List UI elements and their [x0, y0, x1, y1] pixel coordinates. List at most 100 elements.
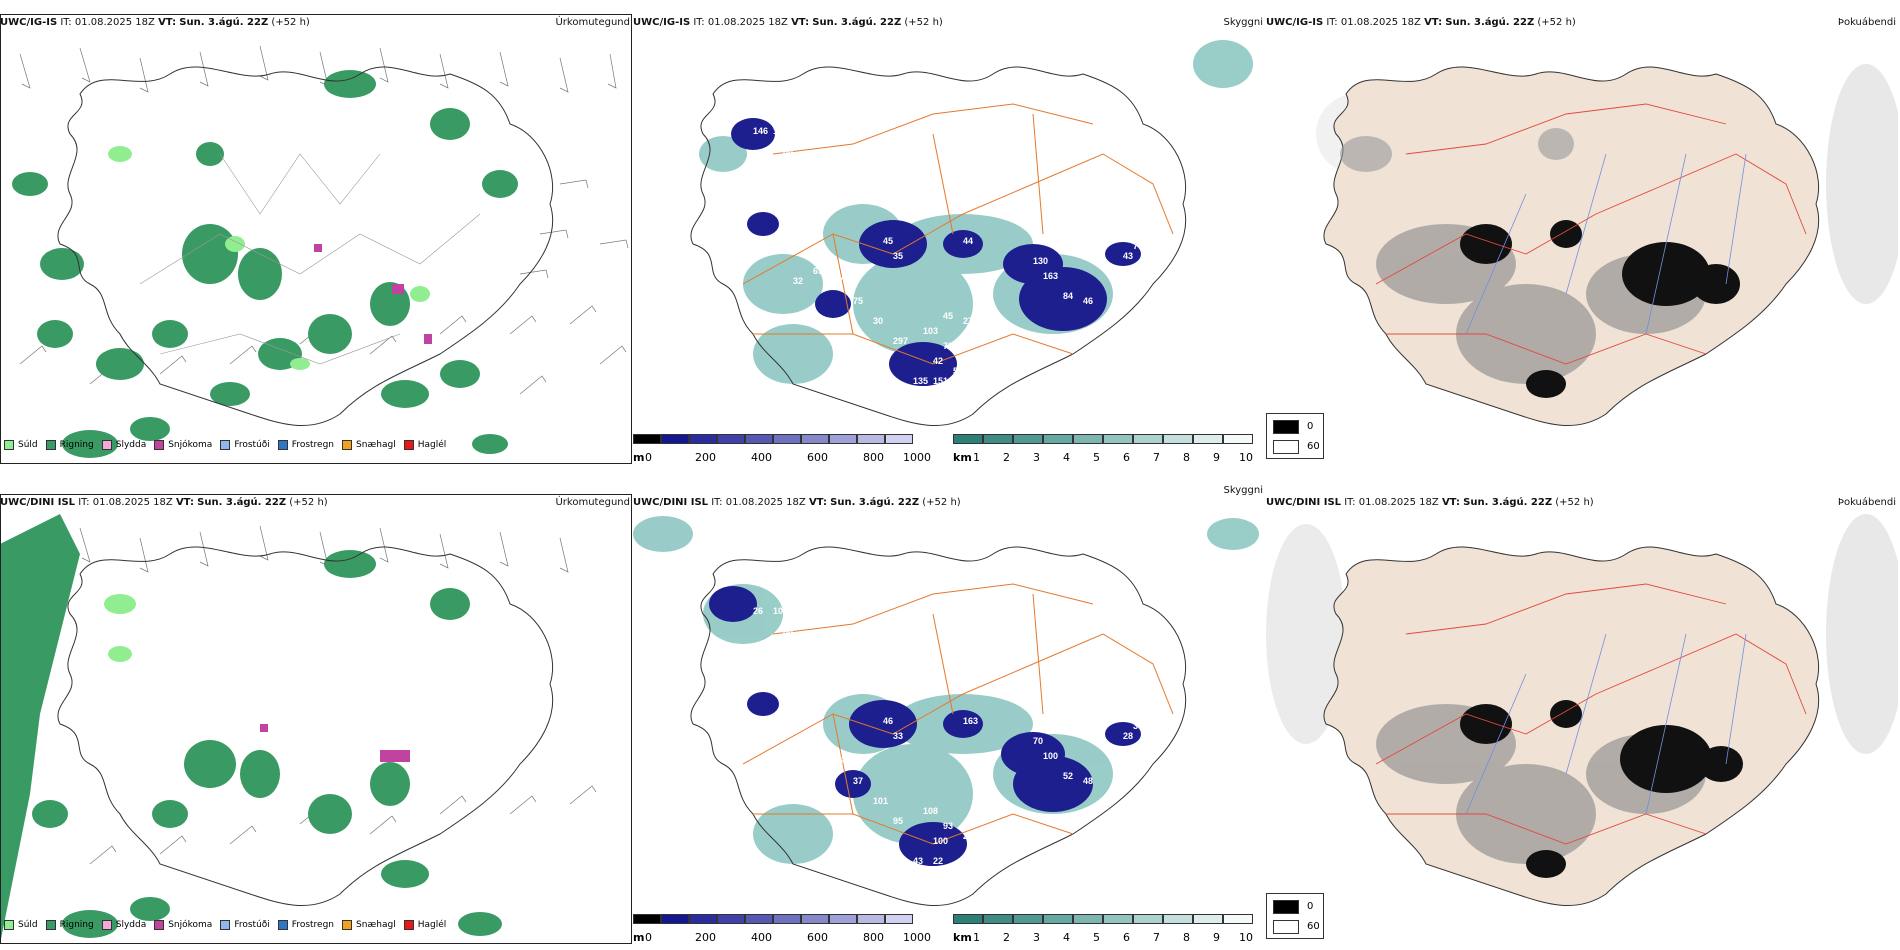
scale-tick: 8 [1183, 931, 1190, 944]
panel-title: Skyggni [1223, 17, 1263, 28]
panel-header: UWC/DINI ISL IT: 01.08.2025 18Z VT: Sun.… [1266, 497, 1898, 513]
legend-item: Slydda [101, 920, 146, 930]
vt-prefix: VT: [1424, 17, 1443, 28]
scale-tick: 200 [695, 931, 716, 944]
visibility-value-label: 28 [1123, 731, 1133, 741]
visibility-value-label: 297 [893, 336, 908, 346]
visibility-value-label: 245 [963, 831, 978, 841]
scale-tick: 9 [1213, 451, 1220, 464]
panel-fog-row2: UWC/DINI ISL IT: 01.08.2025 18Z VT: Sun.… [1266, 480, 1898, 944]
legend-item: Slydda [101, 440, 146, 450]
vt-prefix: VT: [1441, 497, 1460, 508]
lead-time: (+52 h) [922, 497, 961, 508]
visibility-value-label: 74 [1133, 241, 1143, 251]
scale-unit: km [953, 931, 972, 944]
scale-tick: 2 [1003, 931, 1010, 944]
valid-time: Sun. 3.ágú. 22Z [1463, 497, 1553, 508]
visibility-value-label: 69 [813, 266, 823, 276]
panel-header: UWC/IG-IS IT: 01.08.2025 18Z VT: Sun. 3.… [0, 17, 632, 33]
panel-title: Skyggni [1223, 485, 1263, 496]
fog-key-label: 60 [1307, 921, 1320, 932]
precip-map-row1 [0, 34, 632, 464]
precip-legend: Súld Rigning Slydda Snjókoma Frostúði Fr… [4, 916, 446, 934]
drizzle-areas [108, 146, 430, 370]
visibility-value-label: 43 [913, 856, 923, 866]
model-name: UWC/IG-IS [633, 17, 691, 28]
scale-tick: 400 [751, 931, 772, 944]
init-time: 01.08.2025 18Z [1340, 17, 1421, 28]
visibility-value-label: 97 [833, 276, 843, 286]
visibility-value-label: 140 [993, 356, 1008, 366]
visibility-value-label: 10 [773, 606, 783, 616]
visibility-value-label: 34 [733, 221, 743, 231]
it-prefix: IT: [1344, 497, 1356, 508]
visibility-value-label: 93 [943, 821, 953, 831]
visibility-value-label: 44 [963, 236, 973, 246]
visibility-value-label: 135 [913, 376, 928, 386]
visibility-value-label: 161 [773, 126, 788, 136]
model-name: UWC/IG-IS [1266, 17, 1324, 28]
panel-header: UWC/DINI ISL IT: 01.08.2025 18Z VT: Sun.… [633, 485, 1265, 513]
visibility-value-label: 46 [883, 716, 893, 726]
scale-tick: 7 [1153, 931, 1160, 944]
visibility-value-label: 329 [983, 346, 998, 356]
ceiling-scale: m 0 200 400 600 800 1000 [633, 914, 943, 944]
visibility-value-label: 40 [733, 701, 743, 711]
visibility-value-label: 30 [873, 316, 883, 326]
init-time: 01.08.2025 18Z [1358, 497, 1439, 508]
visibility-value-label: 22 [933, 856, 943, 866]
visibility-value-label: 27 [963, 316, 973, 326]
vt-prefix: VT: [175, 497, 194, 508]
panel-fog-row1: UWC/IG-IS IT: 01.08.2025 18Z VT: Sun. 3.… [1266, 0, 1898, 464]
it-prefix: IT: [60, 17, 72, 28]
valid-time: Sun. 3.ágú. 22Z [179, 17, 269, 28]
visibility-value-label: 70 [1033, 736, 1043, 746]
visibility-value-label: 52 [1063, 771, 1073, 781]
it-prefix: IT: [1326, 17, 1338, 28]
scale-tick: 800 [863, 451, 884, 464]
visibility-value-label: 75 [853, 296, 863, 306]
visibility-value-label: 46 [1083, 296, 1093, 306]
scale-tick: 4 [1063, 451, 1070, 464]
scale-tick: 5 [1093, 931, 1100, 944]
visibility-value-label: 36 [1003, 326, 1013, 336]
panel-header-cloud-row1: UWC/IG-IS IT: 01.08.2025 18Z VT: Sun. 3.… [633, 17, 1265, 33]
visibility-value-label: 45 [883, 236, 893, 246]
scale-tick: 1000 [903, 451, 931, 464]
visibility-value-label: 26 [753, 606, 763, 616]
valid-time: Sun. 3.ágú. 22Z [1445, 17, 1535, 28]
visibility-value-label: 65 [833, 756, 843, 766]
visibility-value-label: 65 [963, 351, 973, 361]
lead-time: (+52 h) [904, 17, 943, 28]
lead-time: (+52 h) [289, 497, 328, 508]
visibility-value-label: 45 [943, 311, 953, 321]
scale-tick: 10 [1239, 931, 1253, 944]
legend-item: Haglél [403, 440, 446, 450]
scale-tick: 1 [973, 451, 980, 464]
visibility-value-label: 100 [933, 836, 948, 846]
panel-header: UWC/DINI ISL IT: 01.08.2025 18Z VT: Sun.… [0, 497, 632, 513]
visibility-value-label: 108 [923, 806, 938, 816]
legend-item: Frostregn [277, 440, 334, 450]
lead-time: (+52 h) [1537, 17, 1576, 28]
panel-precip-row1: UWC/IG-IS IT: 01.08.2025 18Z VT: Sun. 3.… [0, 0, 632, 464]
visibility-value-label: 19 [723, 236, 733, 246]
fog-key-label: 0 [1307, 421, 1314, 432]
panel-cloud-row1: 146 161 30 19 34 31 45 44 130 163 84 46 43 74 35 69 32 97… [633, 0, 1265, 464]
fog-key: 0 60 [1266, 413, 1324, 459]
scale-tick: 8 [1183, 451, 1190, 464]
vt-prefix: VT: [808, 497, 827, 508]
snow-areas [314, 244, 432, 344]
vt-prefix: VT: [791, 17, 810, 28]
init-time: 01.08.2025 18Z [725, 497, 806, 508]
visibility-value-label: 42 [933, 356, 943, 366]
wind-barbs [19, 45, 629, 395]
valid-time: Sun. 3.ágú. 22Z [197, 497, 287, 508]
it-prefix: IT: [78, 497, 90, 508]
scale-tick: 6 [1123, 931, 1130, 944]
scale-tick: 200 [695, 451, 716, 464]
visibility-value-label: 103 [923, 326, 938, 336]
scale-tick: 3 [1033, 451, 1040, 464]
scale-tick: 5 [1093, 451, 1100, 464]
